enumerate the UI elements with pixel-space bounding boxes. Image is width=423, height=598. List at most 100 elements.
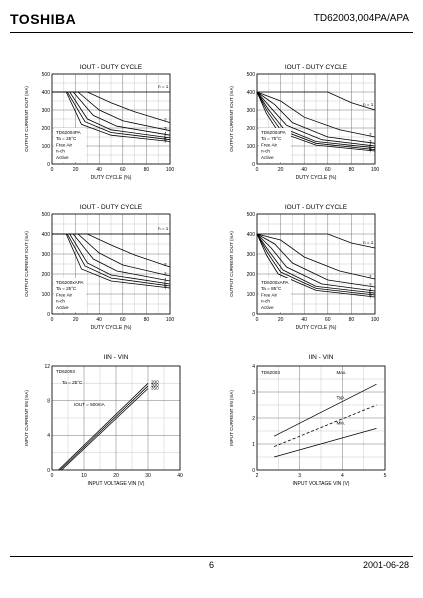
series-label: 5 bbox=[164, 134, 167, 139]
series-label: 7 bbox=[369, 295, 372, 300]
x-tick-label: 80 bbox=[144, 167, 150, 173]
x-axis-label: INPUT VOLTAGE VIN (V) bbox=[88, 481, 145, 487]
x-tick-label: 30 bbox=[145, 473, 151, 479]
y-tick-label: 100 bbox=[247, 292, 256, 298]
chart-title: IIN - VIN bbox=[104, 354, 129, 361]
series-line bbox=[52, 233, 171, 289]
y-tick-label: 300 bbox=[42, 108, 51, 114]
x-tick-label: 100 bbox=[166, 167, 175, 173]
legend-entry: IOUT = 500mA bbox=[74, 402, 106, 407]
y-tick-label: 400 bbox=[42, 90, 51, 96]
series-line bbox=[273, 383, 377, 437]
legend-box bbox=[259, 278, 291, 312]
legend-entry: n-ch bbox=[261, 299, 270, 304]
y-axis-label: OUTPUT CURRENT IOUT (mA) bbox=[24, 86, 29, 152]
x-tick-label: 60 bbox=[120, 167, 126, 173]
plot-frame bbox=[256, 213, 376, 315]
legend-box bbox=[54, 278, 86, 312]
page-number: 6 bbox=[208, 560, 214, 570]
series-line bbox=[273, 428, 377, 458]
y-tick-label: 400 bbox=[247, 232, 256, 238]
y-tick-label: 3 bbox=[252, 390, 255, 396]
series-label: n = 1 bbox=[158, 84, 169, 89]
chart-iout-duty-ta75-pa: IOUT - DUTY CYCLE 0 20 40 60 80 100 0 100 200 300 4… bbox=[229, 64, 380, 181]
y-tick-label: 0 bbox=[47, 162, 50, 168]
series-label: 2 bbox=[369, 132, 372, 137]
x-tick-label: 60 bbox=[325, 167, 331, 173]
x-axis-label: DUTY CYCLE (%) bbox=[296, 325, 337, 331]
y-tick-label: 500 bbox=[247, 72, 256, 78]
y-axis-label: OUTPUT CURRENT IOUT (mA) bbox=[24, 231, 29, 297]
y-tick-label: 0 bbox=[252, 162, 255, 168]
series-label: 6 bbox=[164, 137, 167, 142]
x-tick-label: 20 bbox=[73, 167, 79, 173]
x-tick-label: 40 bbox=[96, 167, 102, 173]
legend-entry: Active bbox=[261, 305, 274, 310]
x-tick-label: 0 bbox=[51, 317, 54, 323]
y-tick-label: 500 bbox=[42, 72, 51, 78]
series-label: 5 bbox=[369, 290, 372, 295]
series-line bbox=[58, 383, 149, 471]
series-label: 5 bbox=[369, 144, 372, 149]
legend-entry: TD62004PA bbox=[261, 130, 287, 135]
y-tick-label: 0 bbox=[47, 312, 50, 318]
series-line bbox=[256, 91, 376, 144]
y-tick-label: 100 bbox=[247, 144, 256, 150]
y-tick-label: 300 bbox=[42, 252, 51, 258]
series-line bbox=[256, 233, 376, 280]
series-label: 7 bbox=[164, 286, 167, 291]
series-line bbox=[256, 233, 376, 294]
series-line bbox=[257, 233, 376, 249]
y-tick-label: 0 bbox=[252, 312, 255, 318]
legend-entry: TD6200xAPA bbox=[261, 280, 289, 285]
legend-entry: n-ch bbox=[261, 149, 270, 154]
x-tick-label: 0 bbox=[51, 167, 54, 173]
series-label: 200 bbox=[151, 379, 159, 384]
y-tick-label: 0 bbox=[252, 468, 255, 474]
y-axis-label: OUTPUT CURRENT IOUT (mA) bbox=[229, 86, 234, 152]
series-label: 6 bbox=[369, 147, 372, 152]
series-line bbox=[273, 404, 377, 447]
chart-title: IOUT - DUTY CYCLE bbox=[80, 204, 143, 211]
x-tick-label: 40 bbox=[96, 317, 102, 323]
series-label: 350 bbox=[151, 386, 159, 391]
x-tick-label: 0 bbox=[256, 317, 259, 323]
x-tick-label: 100 bbox=[371, 167, 380, 173]
legend-entry: Free Air bbox=[261, 142, 278, 147]
x-tick-label: 40 bbox=[301, 317, 307, 323]
x-tick-label: 20 bbox=[73, 317, 79, 323]
chart-iout-duty-ta25-apa: IOUT - DUTY CYCLE 0 20 40 60 80 100 0 100 200 300 4… bbox=[24, 204, 174, 331]
y-tick-label: 2 bbox=[252, 416, 255, 422]
y-tick-label: 4 bbox=[252, 364, 255, 370]
series-label: 3 bbox=[164, 272, 167, 277]
y-axis-label: OUTPUT CURRENT IOUT (mA) bbox=[229, 231, 234, 297]
document-date: 2001-06-28 bbox=[362, 560, 409, 570]
y-tick-label: 200 bbox=[247, 272, 256, 278]
toshiba-logo: TOSHIBA bbox=[10, 11, 77, 27]
series-label: Min. bbox=[336, 420, 345, 425]
series-line bbox=[52, 91, 171, 142]
chart-iout-duty-ta25-pa: IOUT - DUTY CYCLE 0 20 40 60 80 100 0 100 200 300 4… bbox=[24, 64, 175, 181]
series-label: 3 bbox=[369, 139, 372, 144]
x-tick-label: 40 bbox=[301, 167, 307, 173]
legend-entry: Ta = 25°C bbox=[62, 380, 83, 385]
document-id: TD62003,004PA/APA bbox=[313, 13, 409, 24]
series-label: 4 bbox=[369, 142, 372, 147]
series-label: 6 bbox=[369, 292, 372, 297]
x-tick-label: 10 bbox=[81, 473, 87, 479]
legend-entry: n-ch bbox=[56, 299, 65, 304]
series-label: Max. bbox=[336, 370, 346, 375]
series-label: 2 bbox=[369, 274, 372, 279]
series-label: 6 bbox=[164, 283, 167, 288]
series-label: 4 bbox=[164, 131, 167, 136]
series-label: n = 1 bbox=[158, 226, 169, 231]
legend-entry: TD62003 bbox=[261, 370, 280, 375]
series-label: 5 bbox=[164, 281, 167, 286]
series-line bbox=[257, 91, 376, 111]
y-tick-label: 200 bbox=[247, 126, 256, 132]
legend-entry: Active bbox=[261, 155, 274, 160]
chart-iin-vin-typical: IIN - VIN 2 3 4 5 0 1 2 3 4 INPUT VOLTAGE VIN (V) I… bbox=[229, 354, 387, 487]
series-line bbox=[256, 233, 376, 292]
y-tick-label: 200 bbox=[42, 272, 51, 278]
x-tick-label: 0 bbox=[256, 167, 259, 173]
